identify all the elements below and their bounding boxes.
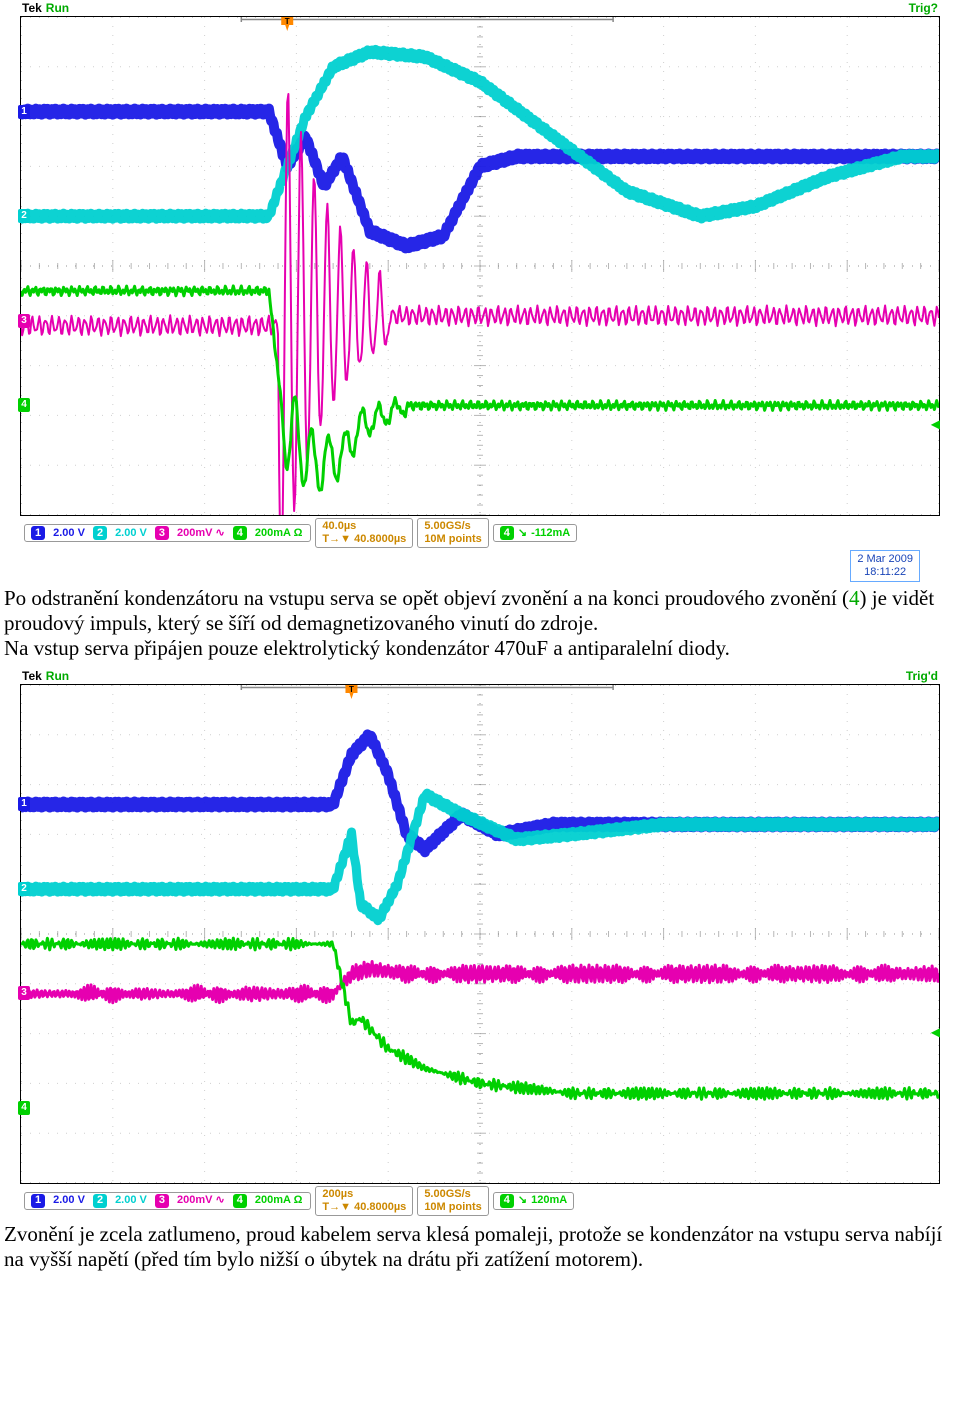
scope-screen: T 1 2 3 4 ◀ (20, 684, 940, 1184)
sample-box: 5.00GS/s10M points (417, 1186, 488, 1216)
channel-marker: 4 (18, 398, 30, 412)
sample-rate: 5.00GS/s (424, 1188, 481, 1201)
timebase-box: 200µsT→▼ 40.8000µs (315, 1186, 413, 1216)
channel-scale: 2.00 V (51, 527, 87, 540)
trigger-level: 120mA (531, 1194, 567, 1207)
run-state: Run (46, 1, 69, 15)
channel-scale: 200mV ∿ (175, 527, 227, 540)
channel-marker: 2 (18, 882, 30, 896)
scope-waveform-area: T (21, 685, 939, 1183)
channel-marker: 4 (18, 1101, 30, 1115)
trigger-edge-icon: ↘ (518, 1194, 527, 1207)
waveform-trace (21, 109, 939, 249)
channel-marker: 3 (18, 314, 30, 328)
timestamp-date: 2 Mar 2009 (857, 553, 913, 566)
channel-scale: 2.00 V (113, 527, 149, 540)
svg-text:T: T (285, 17, 290, 26)
channel-scale: 200mA Ω (253, 527, 305, 540)
sample-box: 5.00GS/s10M points (417, 518, 488, 548)
scope-header: Tek Run Trig'd (20, 668, 940, 684)
channel-scale: 2.00 V (113, 1194, 149, 1207)
trigger-edge-icon: ↘ (518, 527, 527, 540)
timestamp-time: 18:11:22 (857, 566, 913, 579)
timebase-delay: T→▼ 40.8000µs (322, 1201, 406, 1214)
scope-footer: 1 2.00 V 2 2.00 V 3 200mV ∿ 4 200mA Ω 40.0µsT→▼ … (20, 516, 940, 550)
trigger-state: Trig? (909, 1, 938, 15)
timebase-value: 40.0µs (322, 520, 406, 533)
oscilloscope-capture: Tek Run Trig'd T 1 2 3 4 ◀ 1 2.00 V 2 2.00 V 3 200mV ∿… (20, 668, 940, 1218)
brand-label: Tek (22, 669, 42, 683)
trigger-box: 4 ↘ 120mA (493, 1192, 574, 1210)
channel-scale: 200mA Ω (253, 1194, 305, 1207)
channel-badge: 2 (93, 1194, 107, 1208)
run-state: Run (46, 669, 69, 683)
timestamp-box: 2 Mar 200918:11:22 (850, 550, 920, 582)
channel-badge: 1 (31, 1194, 45, 1208)
record-length: 10M points (424, 1201, 481, 1214)
channel-scale: 200mV ∿ (175, 1194, 227, 1207)
trigger-channel-badge: 4 (500, 526, 514, 540)
channel-marker: 2 (18, 209, 30, 223)
timebase-delay: T→▼ 40.8000µs (322, 533, 406, 546)
trigger-state: Trig'd (906, 669, 938, 683)
channel-badge: 1 (31, 526, 45, 540)
channel-marker: 1 (18, 105, 30, 119)
channel-scale: 2.00 V (51, 1194, 87, 1207)
description-paragraph: Po odstranění kondenzátoru na vstupu ser… (4, 586, 956, 662)
trigger-level-arrow-icon: ◀ (931, 1025, 940, 1039)
channel-marker: 3 (18, 986, 30, 1000)
channel-badge: 3 (155, 526, 169, 540)
svg-text:T: T (349, 685, 354, 694)
channel-badge: 4 (233, 526, 247, 540)
description-paragraph: Zvonění je zcela zatlumeno, proud kabele… (4, 1222, 956, 1272)
brand-label: Tek (22, 1, 42, 15)
timebase-box: 40.0µsT→▼ 40.8000µs (315, 518, 413, 548)
timebase-value: 200µs (322, 1188, 406, 1201)
oscilloscope-capture: Tek Run Trig? T 1 2 3 4 ◀ 1 2.00 V 2 2.00 V 3 200mV ∿ 4… (20, 0, 940, 582)
scope-waveform-area: T (21, 17, 939, 515)
trigger-box: 4 ↘ -112mA (493, 524, 577, 542)
trigger-level: -112mA (531, 527, 570, 540)
scope-screen: T 1 2 3 4 ◀ (20, 16, 940, 516)
channel-marker: 1 (18, 797, 30, 811)
scope-footer: 1 2.00 V 2 2.00 V 3 200mV ∿ 4 200mA Ω 200µsT→▼ 4… (20, 1184, 940, 1218)
channel-badge: 3 (155, 1194, 169, 1208)
channel-badge: 4 (233, 1194, 247, 1208)
trigger-channel-badge: 4 (500, 1194, 514, 1208)
sample-rate: 5.00GS/s (424, 520, 481, 533)
scope-header: Tek Run Trig? (20, 0, 940, 16)
channel-badge: 2 (93, 526, 107, 540)
record-length: 10M points (424, 533, 481, 546)
trigger-level-arrow-icon: ◀ (931, 417, 940, 431)
